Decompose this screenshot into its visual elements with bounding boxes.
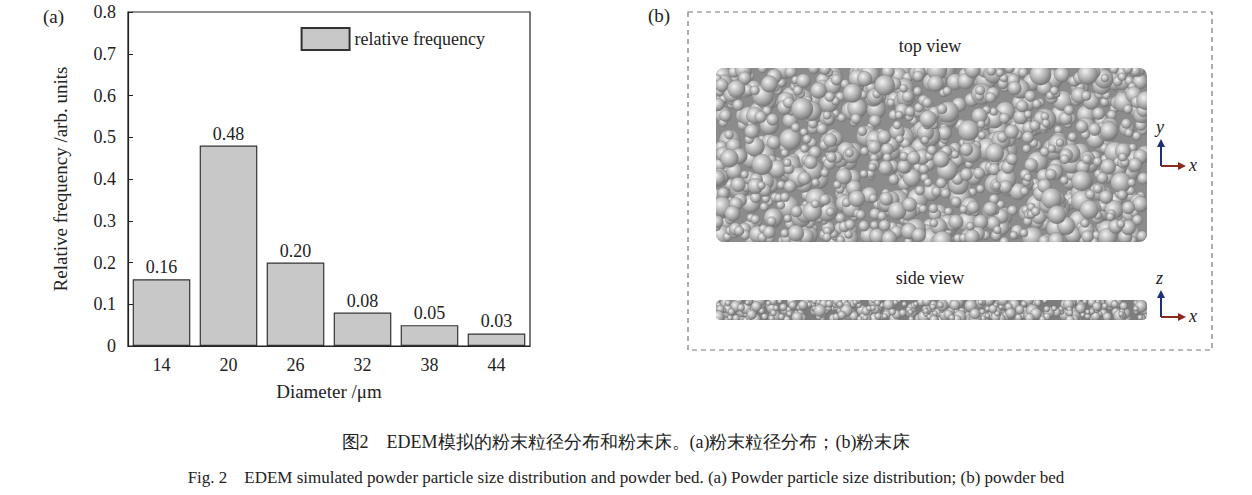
svg-text:Diameter /μm: Diameter /μm (276, 381, 382, 402)
svg-text:y: y (1154, 117, 1164, 137)
svg-text:0.7: 0.7 (94, 44, 117, 64)
svg-text:20: 20 (220, 355, 238, 375)
svg-text:relative frequency: relative frequency (355, 29, 485, 49)
svg-text:(b): (b) (648, 5, 670, 27)
svg-text:0: 0 (107, 336, 116, 356)
svg-text:0.3: 0.3 (94, 211, 117, 231)
html-text:Fig. 2 EDEM simulated powder p: Fig. 2 EDEM simulated powder particle si… (187, 468, 1065, 487)
svg-text:0.8: 0.8 (94, 2, 117, 22)
svg-text:x: x (1188, 306, 1197, 326)
svg-text:14: 14 (153, 355, 171, 375)
svg-text:0.1: 0.1 (94, 294, 117, 314)
svg-text:0.5: 0.5 (94, 127, 117, 147)
svg-text:z: z (1155, 268, 1163, 288)
html-text:图2 EDEM模拟的粉末粒径分布和粉末床。(a)粉末粒径分布: 图2 EDEM模拟的粉末粒径分布和粉末床。(a)粉末粒径分布；(b)粉末床 (341, 432, 911, 452)
svg-text:26: 26 (287, 355, 305, 375)
svg-text:side view: side view (896, 268, 964, 288)
svg-text:0.48: 0.48 (213, 124, 245, 144)
svg-text:0.4: 0.4 (94, 169, 117, 189)
svg-text:(a): (a) (43, 6, 64, 28)
svg-text:Relative frequency /arb. units: Relative frequency /arb. units (50, 67, 71, 292)
svg-text:0.03: 0.03 (481, 311, 513, 331)
svg-text:0.08: 0.08 (347, 291, 379, 311)
svg-text:0.20: 0.20 (280, 241, 312, 261)
svg-text:0.05: 0.05 (414, 303, 446, 323)
svg-text:top view: top view (899, 36, 962, 56)
svg-text:x: x (1188, 155, 1197, 175)
svg-text:0.2: 0.2 (94, 253, 117, 273)
svg-text:32: 32 (354, 355, 372, 375)
svg-text:0.6: 0.6 (94, 86, 117, 106)
svg-text:38: 38 (421, 355, 439, 375)
svg-text:0.16: 0.16 (146, 257, 178, 277)
svg-text:44: 44 (488, 355, 506, 375)
